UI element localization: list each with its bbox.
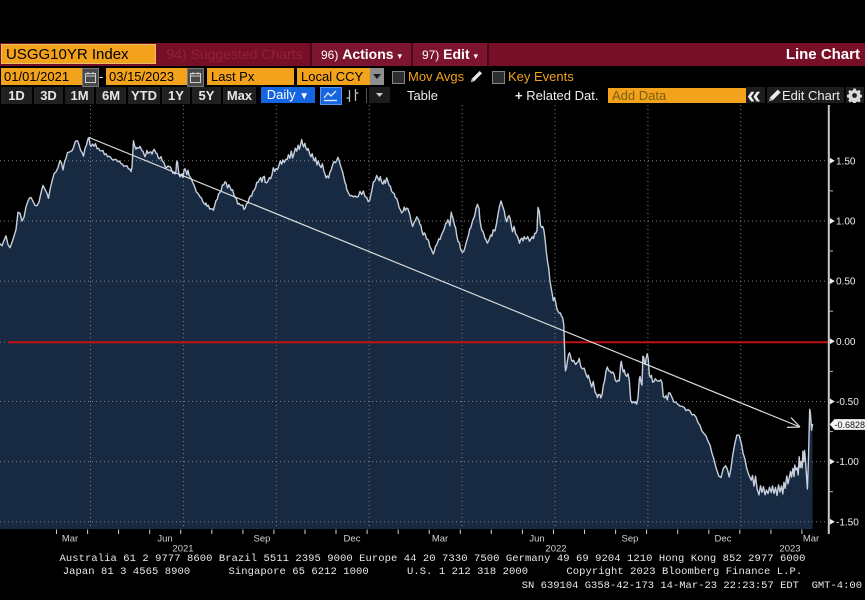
svg-text:0.50: 0.50	[836, 277, 856, 288]
svg-text:-0.50: -0.50	[836, 397, 859, 408]
svg-text:Dec: Dec	[344, 534, 361, 545]
svg-text:-0.6828: -0.6828	[835, 420, 865, 430]
svg-text:1.00: 1.00	[836, 217, 856, 228]
svg-text:Mar: Mar	[803, 534, 819, 545]
svg-text:Sep: Sep	[622, 534, 639, 545]
svg-text:2021: 2021	[172, 544, 193, 555]
svg-text:2023: 2023	[779, 544, 800, 555]
svg-text:1.50: 1.50	[836, 156, 856, 167]
svg-text:Dec: Dec	[715, 534, 732, 545]
svg-text:Jun: Jun	[157, 534, 172, 545]
svg-text:Sep: Sep	[254, 534, 271, 545]
svg-text:-1.50: -1.50	[836, 517, 859, 528]
svg-text:Mar: Mar	[62, 534, 78, 545]
svg-text:Mar: Mar	[432, 534, 448, 545]
svg-text:0.00: 0.00	[836, 337, 856, 348]
svg-text:Jun: Jun	[529, 534, 544, 545]
svg-text:-1.00: -1.00	[836, 457, 859, 468]
svg-text:2022: 2022	[545, 544, 566, 555]
